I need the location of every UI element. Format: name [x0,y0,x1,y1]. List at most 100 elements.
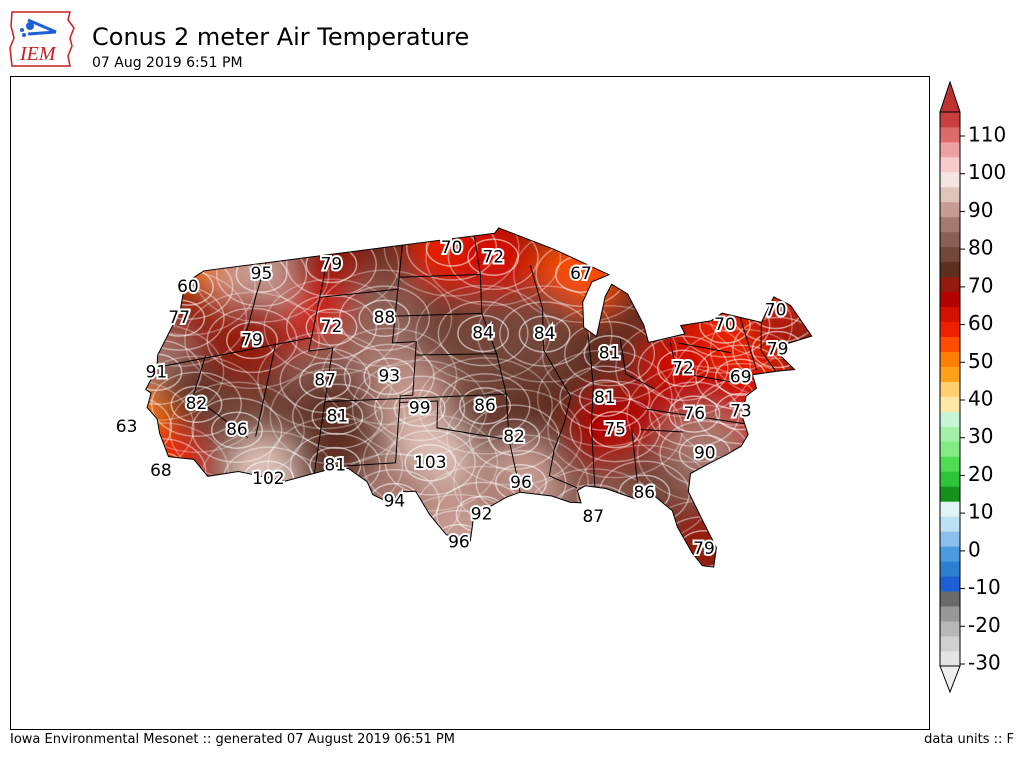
colorbar-swatch [940,426,960,442]
colorbar-swatch [940,411,960,427]
contour-label: 91 [146,362,168,382]
colorbar-swatch [940,112,960,128]
colorbar-swatch [940,606,960,622]
contour-label: 95 [251,264,273,284]
contour-label: 70 [765,301,787,321]
contour-label: 87 [314,371,336,391]
contour-label: 87 [582,507,604,527]
colorbar-tick-label: -20 [968,613,1001,637]
contour-label: 70 [714,315,736,335]
contour-label: 70 [441,238,463,258]
colorbar-tick-label: 0 [968,537,981,561]
colorbar-min-arrow [939,665,961,694]
colorbar-swatch [940,501,960,517]
colorbar-swatch [940,561,960,577]
colorbar-swatch [940,456,960,472]
colorbar-tick-label: 90 [968,198,993,222]
colorbar-tick-label: 80 [968,236,993,260]
colorbar-swatch [940,186,960,203]
colorbar-tick-label: 10 [968,500,993,524]
conus-outline [145,227,813,568]
colorbar-swatch [940,636,960,652]
contour-label: 72 [321,317,343,337]
contour-label: 72 [482,247,504,267]
colorbar-swatch [940,306,960,323]
contour-label: 96 [510,473,532,493]
colorbar-swatch [940,321,960,337]
contour-label: 82 [503,427,525,447]
colorbar-swatch [940,126,960,143]
colorbar-swatch [940,546,960,562]
contour-label: 60 [177,277,199,297]
colorbar-swatch [940,216,960,233]
colorbar-swatch [940,471,960,487]
contour-label: 79 [767,340,789,360]
colorbar-swatch [940,261,960,278]
contour-labels: 60 95 77 79 70 72 67 70 91 79 72 88 70 79 84 84 81 72 69 82… [114,236,791,561]
colorbar-swatch [940,381,960,397]
contour-label: 67 [570,264,592,284]
colorbar-swatch [940,531,960,547]
contour-label: 79 [321,255,343,275]
contour-label: 79 [693,539,715,559]
contour-label: 93 [378,366,400,386]
contour-label: 69 [730,367,752,387]
contour-label: 72 [672,358,694,378]
colorbar-swatch [940,516,960,532]
colorbar-swatch [940,201,960,218]
contour-label: 81 [599,344,621,364]
contour-label: 102 [252,469,284,489]
contour-label: 81 [594,388,616,408]
colorbar-swatch [940,246,960,263]
colorbar-tick-label: 110 [968,123,1006,147]
colorbar-swatch [940,396,960,412]
colorbar-tick-label: 70 [968,273,993,297]
contour-label: 82 [186,394,208,414]
svg-text:IEM: IEM [19,43,57,65]
contour-label: 79 [241,330,263,350]
colorbar-swatch [940,171,960,188]
contour-label: 86 [474,396,496,416]
colorbar-swatch [940,441,960,457]
colorbar-tick-label: 30 [968,424,993,448]
contour-label: 96 [448,533,470,553]
map-timestamp: 07 Aug 2019 6:51 PM [92,55,243,71]
contour-label: 84 [534,324,556,344]
contour-label: 75 [604,420,626,440]
contour-label: 99 [409,398,431,418]
colorbar-swatch [940,651,960,667]
colorbar-swatch [940,141,960,158]
colorbar-swatch [940,591,960,607]
contour-label: 76 [683,404,705,424]
map-title: Conus 2 meter Air Temperature [92,23,470,51]
contour-label: 86 [226,420,248,440]
colorbar-tick-label: -10 [968,575,1001,599]
state-borders [156,232,777,493]
contour-label: 81 [324,456,346,476]
iem-logo: IEM [9,11,75,67]
colorbar-tick-label: 60 [968,311,993,335]
contour-label: 84 [472,324,494,344]
colorbar-tick-label: 20 [968,462,993,486]
contour-label: 63 [116,417,138,437]
contour-label: 77 [168,308,190,328]
contour-label: 68 [150,461,172,481]
contour-label: 90 [694,443,716,463]
colorbar-swatch [940,576,960,592]
contour-label: 92 [471,504,493,524]
colorbar-frame [939,111,961,667]
colorbar-swatch [940,621,960,637]
colorbar-swatch [940,351,960,367]
colorbar-swatch [940,231,960,248]
contour-label: 86 [633,483,655,503]
colorbar-swatch [940,276,960,293]
colorbar-tick-label: 40 [968,387,993,411]
temperature-map: 60 95 77 79 70 72 67 70 91 79 72 88 70 79 84 84 81 72 69 82… [10,76,930,730]
contour-label: 73 [730,402,752,422]
colorbar-max-arrow [939,80,961,113]
colorbar-swatch [940,486,960,502]
data-units: data units :: F [924,732,1014,747]
colorbar-tick-label: 50 [968,349,993,373]
source-credit: Iowa Environmental Mesonet :: generated … [10,732,455,747]
